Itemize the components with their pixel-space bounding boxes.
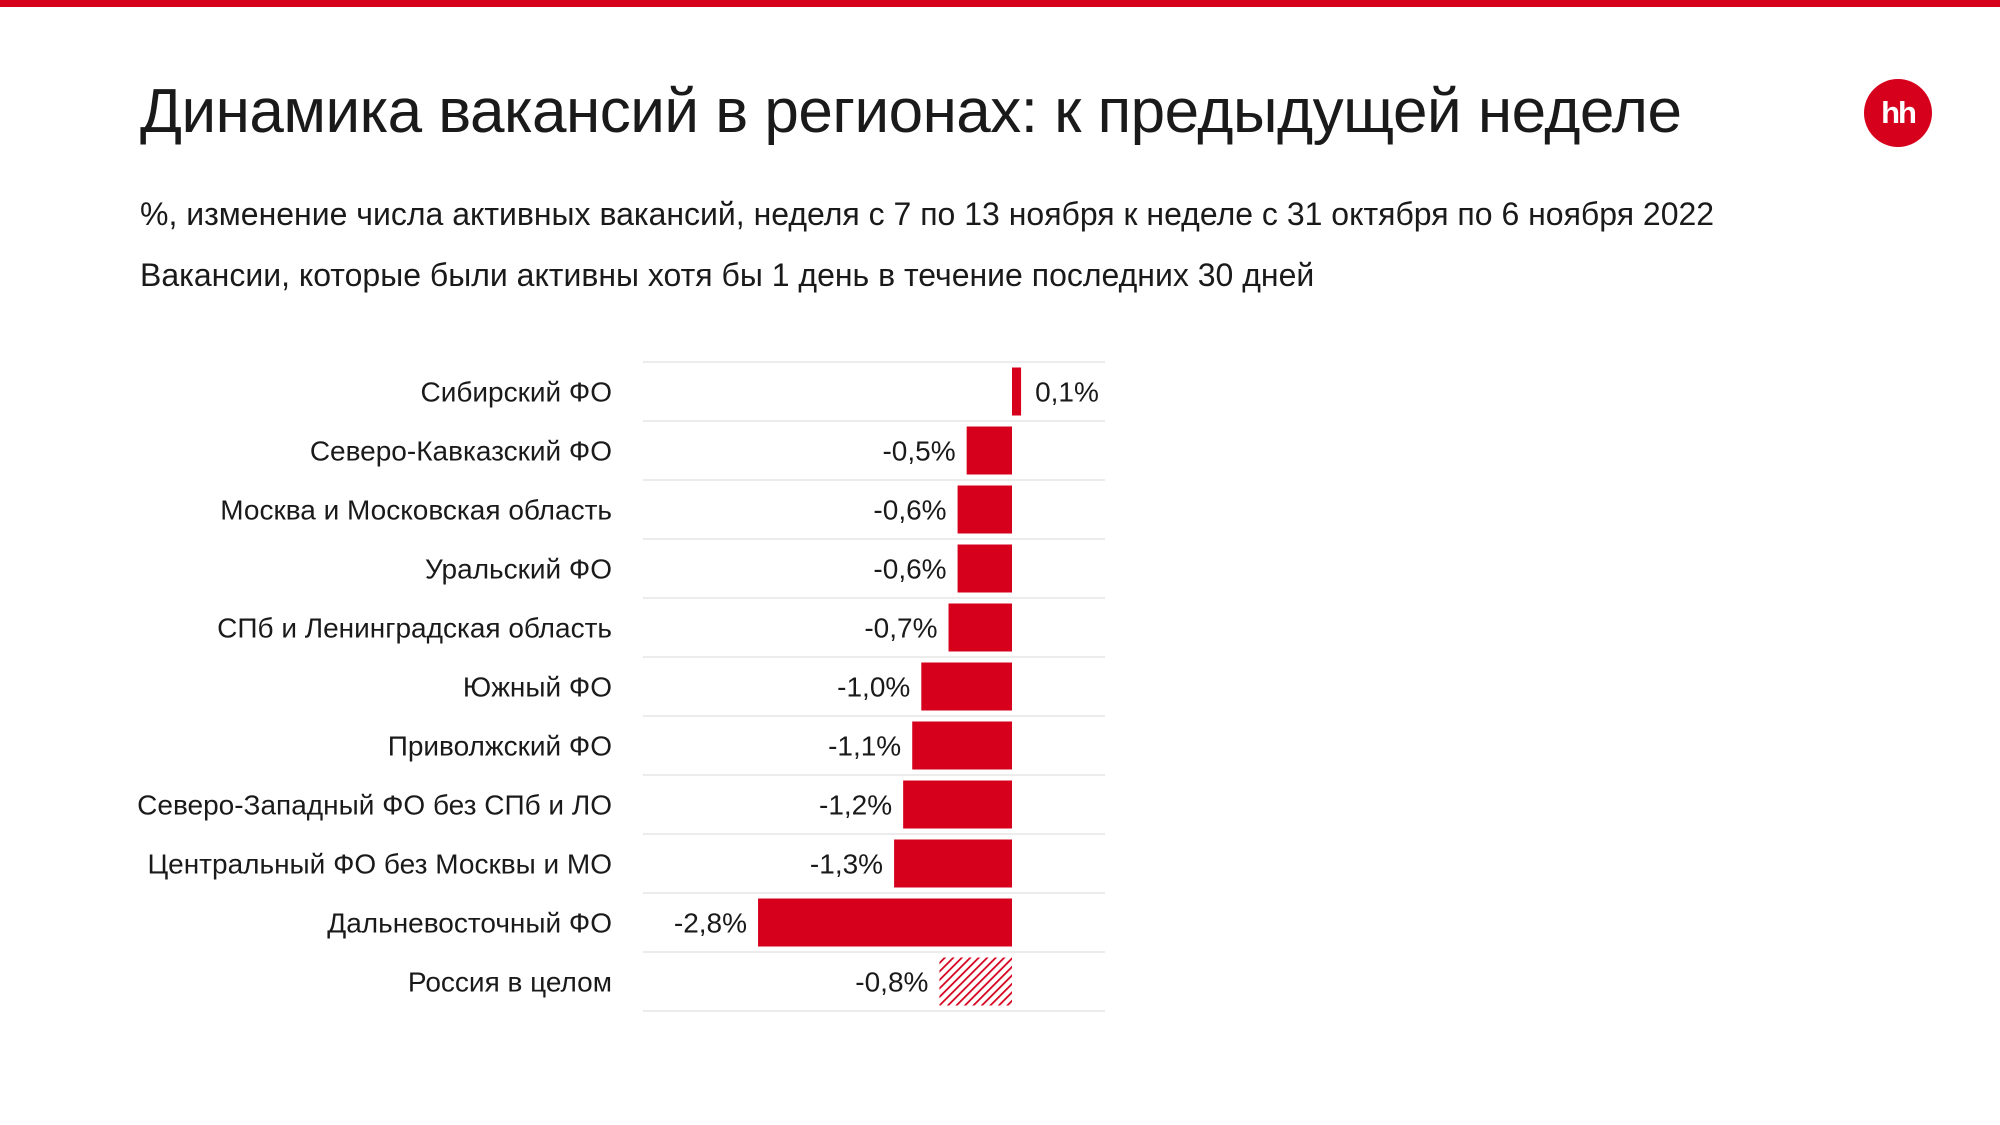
bar [939, 957, 1012, 1006]
value-label: -1,3% [810, 849, 883, 880]
category-label: Россия в целом [408, 967, 612, 998]
bar [1012, 367, 1022, 416]
hh-logo: hh [1864, 79, 1932, 147]
page-title: Динамика вакансий в регионах: к предыдущ… [140, 77, 1682, 146]
category-label: Сибирский ФО [421, 377, 613, 408]
bar [912, 721, 1012, 770]
top-accent-bar [0, 0, 2000, 7]
value-label: -0,6% [873, 554, 946, 585]
category-label: Уральский ФО [425, 554, 612, 585]
value-label: 0,1% [1035, 377, 1099, 408]
value-label: -0,7% [864, 613, 937, 644]
bar [921, 662, 1012, 711]
value-label: -1,0% [837, 672, 910, 703]
category-label: Москва и Московская область [220, 495, 612, 526]
bar [966, 426, 1012, 475]
category-label: Северо-Кавказский ФО [310, 436, 612, 467]
chart-subtitle: %, изменение числа активных вакансий, не… [140, 196, 1715, 232]
bar [903, 780, 1012, 829]
value-label: -1,2% [819, 790, 892, 821]
category-label: СПб и Ленинградская область [217, 613, 612, 644]
category-label: Приволжский ФО [388, 731, 612, 762]
bar [758, 898, 1012, 947]
value-label: -0,8% [855, 967, 928, 998]
bar [948, 603, 1012, 652]
value-label: -1,1% [828, 731, 901, 762]
category-label: Дальневосточный ФО [327, 908, 612, 939]
category-label: Южный ФО [463, 672, 612, 703]
bar [957, 544, 1012, 593]
bar [894, 839, 1012, 888]
bar-chart: Сибирский ФО 0,1% Северо-Кавказский ФО -0,5… [137, 361, 1105, 1012]
category-label: Северо-Западный ФО без СПб и ЛО [137, 790, 612, 821]
value-label: -0,5% [882, 436, 955, 467]
value-label: -0,6% [873, 495, 946, 526]
value-label: -2,8% [674, 908, 747, 939]
category-label: Центральный ФО без Москвы и МО [147, 849, 612, 880]
bar [957, 485, 1012, 534]
chart-note: Вакансии, которые были активны хотя бы 1… [140, 257, 1315, 293]
